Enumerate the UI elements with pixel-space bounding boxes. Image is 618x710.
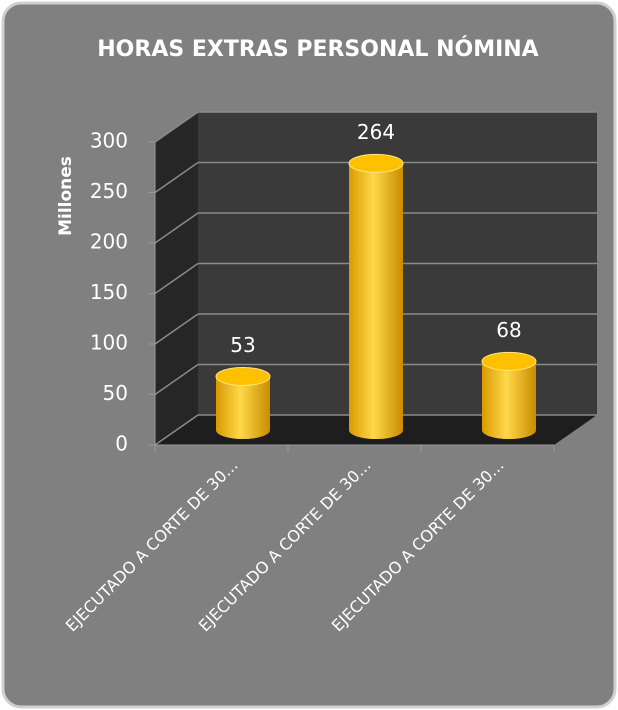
y-tick-label: 200 — [90, 230, 128, 254]
y-axis-label: Millones — [56, 156, 76, 236]
y-tick-label: 0 — [115, 432, 128, 456]
bar-top — [481, 351, 537, 371]
bar-top — [215, 366, 271, 386]
grid-line — [154, 161, 199, 194]
y-tick-label: 150 — [90, 280, 128, 304]
chart-title: HORAS EXTRAS PERSONAL NÓMINA — [97, 36, 538, 62]
bar — [349, 163, 403, 431]
y-tick-label: 250 — [90, 179, 128, 203]
y-tick-label: 100 — [90, 331, 128, 355]
value-label: 68 — [496, 318, 521, 342]
bar-top — [348, 153, 404, 173]
value-label: 53 — [230, 333, 255, 357]
grid-line — [154, 414, 199, 446]
bar-base-front — [482, 421, 536, 439]
grid-line — [154, 313, 199, 345]
bar — [482, 361, 536, 430]
grid-line — [154, 212, 199, 244]
grid-line — [154, 363, 199, 396]
bar-base-front — [216, 421, 270, 439]
y-tick-label: 300 — [90, 129, 128, 153]
grid-line — [154, 262, 199, 295]
y-tick-label: 50 — [103, 381, 128, 405]
grid-line — [154, 111, 199, 143]
value-label: 264 — [357, 120, 395, 144]
bar-base-front — [349, 421, 403, 439]
